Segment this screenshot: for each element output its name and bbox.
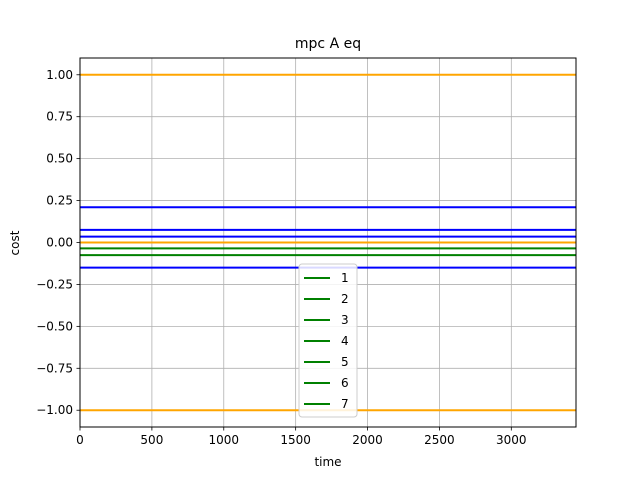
legend-label-5: 5 bbox=[341, 355, 349, 369]
y-tick-label: −0.75 bbox=[36, 361, 73, 375]
x-tick-label: 3000 bbox=[496, 433, 527, 447]
y-tick-label: 0.50 bbox=[46, 152, 73, 166]
y-tick-label: −0.50 bbox=[36, 319, 73, 333]
x-tick-label: 2000 bbox=[352, 433, 383, 447]
y-tick-label: 0.00 bbox=[46, 236, 73, 250]
legend-label-1: 1 bbox=[341, 271, 349, 285]
legend-label-2: 2 bbox=[341, 292, 349, 306]
legend: 1 2 3 4 5 6 7 bbox=[298, 263, 358, 418]
y-tick-label: 0.75 bbox=[46, 110, 73, 124]
x-tick-label: 1000 bbox=[208, 433, 239, 447]
y-axis-label: cost bbox=[8, 230, 22, 255]
y-tick-label: 1.00 bbox=[46, 68, 73, 82]
legend-label-3: 3 bbox=[341, 313, 349, 327]
x-tick-label: 0 bbox=[76, 433, 84, 447]
x-tick-label: 1500 bbox=[280, 433, 311, 447]
legend-label-4: 4 bbox=[341, 334, 349, 348]
legend-label-7: 7 bbox=[341, 397, 349, 411]
y-tick-label: 0.25 bbox=[46, 194, 73, 208]
x-axis-label: time bbox=[314, 455, 341, 469]
y-tick-label: −0.25 bbox=[36, 277, 73, 291]
x-axis-ticks: 0 500 1000 1500 2000 2500 3000 bbox=[76, 427, 527, 447]
y-axis-ticks: 1.00 0.75 0.50 0.25 0.00 −0.25 −0.50 −0.75 −1.00 bbox=[36, 68, 80, 417]
x-tick-label: 500 bbox=[140, 433, 163, 447]
legend-label-6: 6 bbox=[341, 376, 349, 390]
y-tick-label: −1.00 bbox=[36, 403, 73, 417]
x-tick-label: 2500 bbox=[424, 433, 455, 447]
chart-title: mpc A eq bbox=[295, 36, 361, 52]
